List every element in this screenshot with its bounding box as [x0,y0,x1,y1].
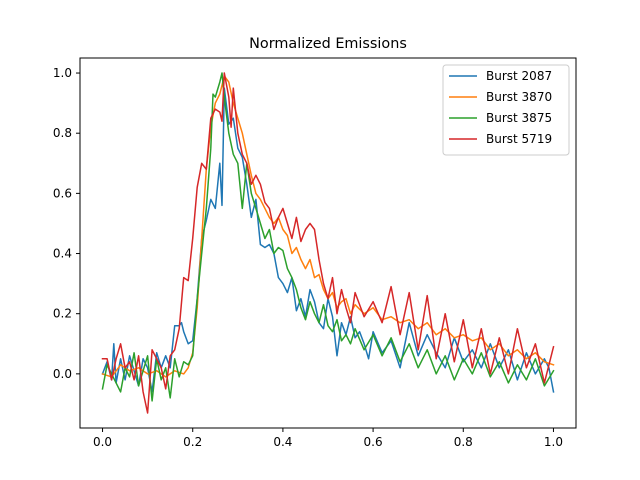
y-tick-label: 1.0 [53,66,72,80]
x-tick-label: 0.4 [273,435,292,449]
series-line-4 [101,72,555,414]
x-tick-label: 0.0 [93,435,112,449]
legend-label: Burst 3870 [486,90,552,104]
y-tick-label: 0.0 [53,367,72,381]
legend-label: Burst 3875 [486,111,552,125]
y-tick-label: 0.2 [53,307,72,321]
x-tick-label: 0.8 [454,435,473,449]
y-axis: 0.0 0.2 0.4 0.6 0.8 1.0 [53,66,80,381]
legend-label: Burst 5719 [486,132,552,146]
x-tick-label: 1.0 [544,435,563,449]
y-tick-label: 0.6 [53,186,72,200]
series-layer [101,72,555,414]
x-tick-label: 0.2 [183,435,202,449]
x-tick-label: 0.6 [364,435,383,449]
y-tick-label: 0.8 [53,126,72,140]
legend: Burst 2087 Burst 3870 Burst 3875 Burst 5719 [442,64,570,156]
x-axis: 0.0 0.2 0.4 0.6 0.8 1.0 [93,428,563,449]
y-tick-label: 0.4 [53,247,72,261]
legend-label: Burst 2087 [486,69,552,83]
legend-box [442,64,570,156]
chart-title: Normalized Emissions [249,36,407,52]
axes-frame [79,57,577,429]
